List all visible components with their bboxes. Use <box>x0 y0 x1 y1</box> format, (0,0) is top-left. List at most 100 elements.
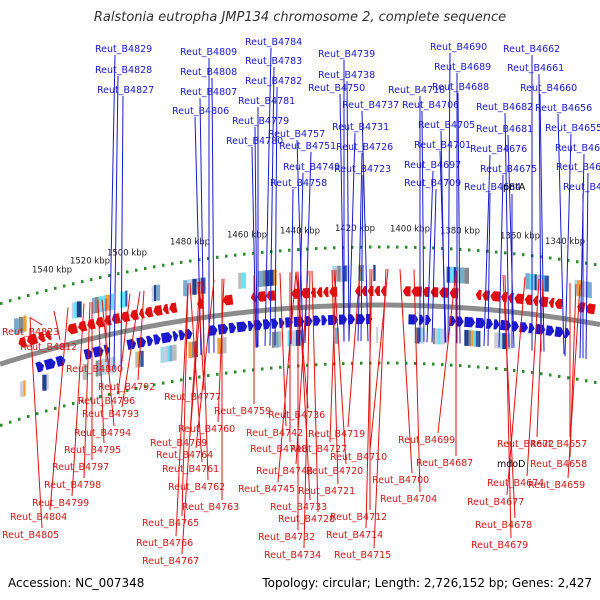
reverse-feature-block <box>94 297 99 314</box>
ring-dot <box>486 366 489 370</box>
forward-leader-line <box>346 80 350 342</box>
forward-feature-block <box>437 328 441 345</box>
ring-dot <box>351 361 354 365</box>
reverse-gene-label: Reut_B4800 <box>66 364 123 375</box>
forward-feature-block <box>502 333 507 350</box>
forward-leader-line <box>447 52 451 344</box>
reverse-feature-block <box>456 267 461 284</box>
ring-dot <box>108 392 111 396</box>
forward-leader-line <box>254 126 258 348</box>
reverse-leader-line <box>101 299 115 427</box>
reverse-gene-label: Reut_B4721 <box>298 486 355 497</box>
ring-dot <box>243 252 246 256</box>
reverse-feature-block <box>460 267 465 284</box>
ring-dot <box>54 406 57 410</box>
reverse-gene-label: Reut_B4765 <box>142 518 199 529</box>
scale-tick-label: 1400 kbp <box>390 224 430 234</box>
forward-gene-arrow <box>464 316 475 328</box>
ring-dot <box>522 370 525 373</box>
ring-dot <box>126 270 129 274</box>
reverse-leader-line <box>504 275 512 539</box>
forward-gene-arrow <box>293 316 305 327</box>
reverse-gene-label: Reut_B4799 <box>32 498 89 509</box>
forward-gene-arrow <box>35 361 45 373</box>
forward-gene-label: Reut_B4681 <box>476 124 533 135</box>
reverse-gene-arrow <box>162 303 170 315</box>
reverse-gene-arrow <box>430 287 439 298</box>
ring-dot <box>360 361 363 365</box>
ring-dot <box>9 420 12 424</box>
forward-feature-block <box>169 345 173 362</box>
forward-gene-label: Reut_B4723 <box>334 164 391 175</box>
forward-gene-arrow <box>43 358 56 371</box>
ring-dot <box>324 246 327 250</box>
reverse-feature-block <box>534 274 537 291</box>
reverse-gene-label: Reut_B4699 <box>398 435 455 446</box>
ring-dot <box>27 294 30 297</box>
reverse-gene-label: Reut_B4732 <box>258 532 315 543</box>
leader-lines <box>29 47 589 555</box>
ring-dot <box>396 361 399 365</box>
forward-feature-block <box>278 331 282 348</box>
forward-gene-arrow <box>247 320 254 332</box>
ring-dot <box>108 274 111 278</box>
ring-dot <box>225 371 228 375</box>
ring-dot <box>81 280 84 284</box>
scale-tick-label: 1340 kbp <box>545 237 585 247</box>
ring-dot <box>198 258 201 262</box>
reverse-gene-label: Reut_B4805 <box>2 530 59 541</box>
reverse-gene-label: Reut_B4657 <box>530 439 587 450</box>
forward-feature-block <box>435 328 438 345</box>
forward-leader-line <box>120 95 124 369</box>
ring-dot <box>63 404 66 408</box>
ring-dot <box>144 385 147 389</box>
ring-dot <box>342 246 345 250</box>
forward-feature-block <box>464 329 469 346</box>
forward-gene-arrow <box>92 346 104 358</box>
reverse-feature-block <box>92 297 95 314</box>
forward-feature-block <box>440 328 445 345</box>
reverse-gene-label: Reut_B4766 <box>136 538 193 549</box>
forward-feature-block <box>290 330 296 347</box>
reverse-gene-arrow <box>256 291 266 302</box>
reverse-leader-line <box>137 290 145 381</box>
forward-feature-block <box>109 357 113 374</box>
reverse-gene-label: Reut_B4762 <box>168 482 225 493</box>
reverse-feature-block <box>361 265 365 282</box>
forward-gene-arrow <box>55 355 66 367</box>
forward-gene-arrow <box>146 335 154 347</box>
forward-feature-block <box>164 346 168 363</box>
reverse-gene-label: Reut_B4764 <box>156 450 213 461</box>
ring-dot <box>477 365 480 369</box>
forward-feature-block <box>287 330 291 347</box>
reverse-leader-line <box>201 281 209 481</box>
forward-gene-label: Reut_B4749 <box>283 162 340 173</box>
ring-dot <box>315 363 318 367</box>
forward-feature-block <box>473 330 476 347</box>
forward-gene-arrow <box>475 317 486 329</box>
reverse-gene-label: Reut_B4804 <box>10 512 67 523</box>
forward-leader-line <box>426 170 434 343</box>
ring-dot <box>90 397 93 401</box>
ring-dot <box>378 361 381 365</box>
ring-dot <box>18 417 21 421</box>
ring-dot <box>342 362 345 366</box>
forward-gene-arrow <box>153 334 161 345</box>
forward-leader-line <box>564 133 572 357</box>
reverse-feature-block <box>337 265 341 282</box>
scale-tick-label: 1500 kbp <box>107 249 147 259</box>
forward-feature-block <box>20 381 24 398</box>
reverse-gene-label: Reut_B4719 <box>308 429 365 440</box>
scale-tick-label: 1360 kbp <box>500 231 540 241</box>
ring-dot <box>0 301 3 305</box>
forward-gene-label: Reut_B4718 <box>388 85 445 96</box>
forward-feature-block <box>172 344 177 361</box>
reverse-gene-label: Reut_B4714 <box>326 530 383 541</box>
reverse-leader-line <box>117 293 131 395</box>
reverse-feature-block <box>103 295 106 312</box>
ring-dot <box>36 412 39 416</box>
reverse-gene-arrow <box>45 329 52 341</box>
reverse-leader-line <box>53 310 61 341</box>
reverse-gene-label: Reut_B4812 <box>20 342 77 353</box>
forward-gene-label: Reut_B4689 <box>434 62 491 73</box>
